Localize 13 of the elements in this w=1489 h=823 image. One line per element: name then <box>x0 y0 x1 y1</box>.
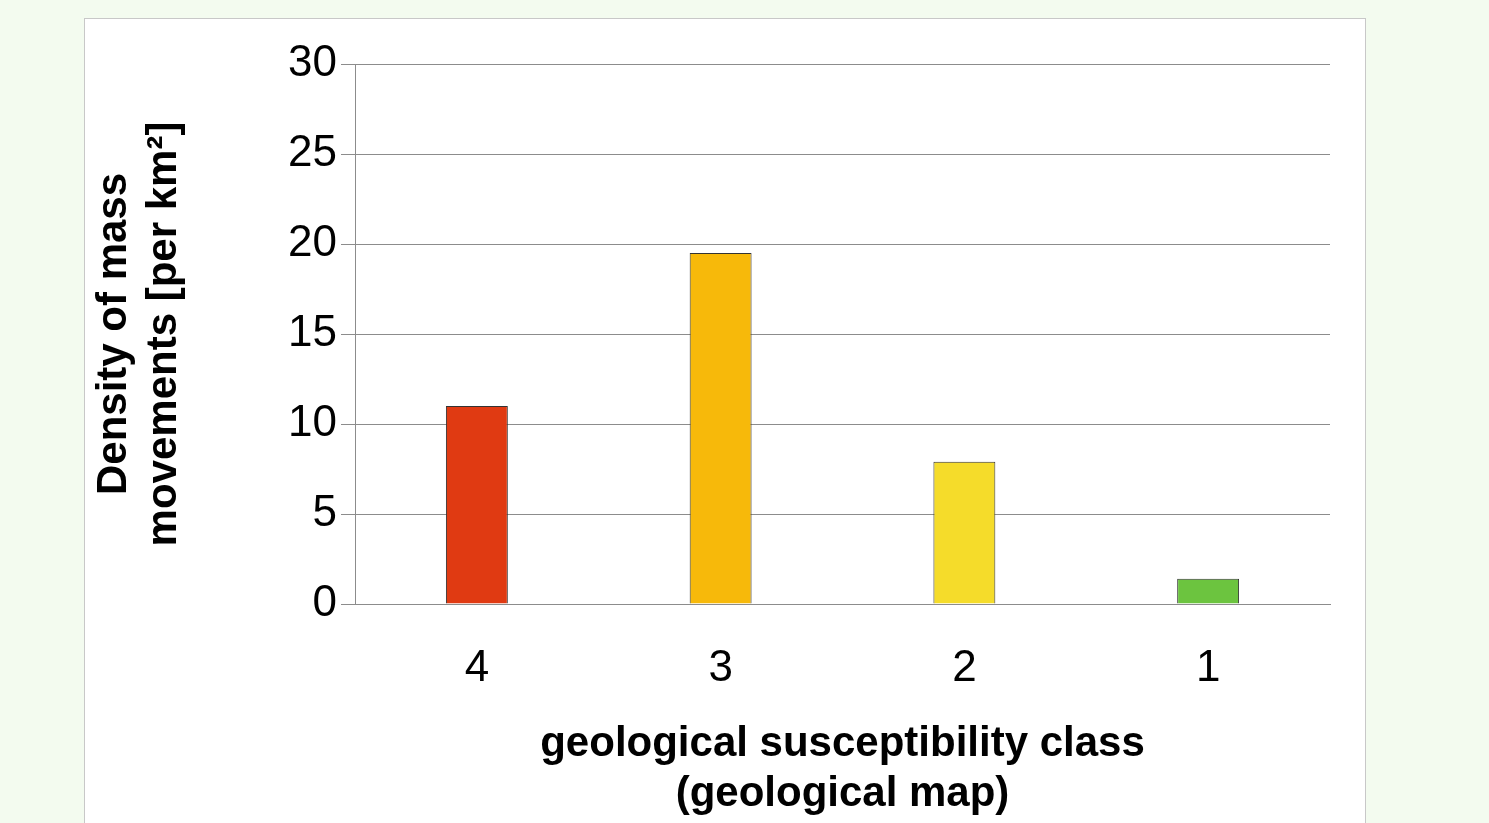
x-tick-label: 2 <box>952 640 977 690</box>
x-axis-title: geological susceptibility class (geological map) <box>540 717 1145 816</box>
x-tick-label: 3 <box>708 640 733 690</box>
y-tick-label: 20 <box>288 216 337 266</box>
y-axis-title: Density of mass movements [per km²] <box>87 121 186 547</box>
y-tick-label: 25 <box>288 126 337 176</box>
x-tick-label: 4 <box>464 640 490 690</box>
y-tick-label: 5 <box>312 486 337 536</box>
x-tick-label: 1 <box>1195 640 1221 690</box>
y-tick-label: 30 <box>288 36 337 86</box>
y-tick-label: 0 <box>312 576 337 626</box>
y-tick-label: 10 <box>288 396 337 446</box>
y-tick-label: 15 <box>288 306 337 356</box>
